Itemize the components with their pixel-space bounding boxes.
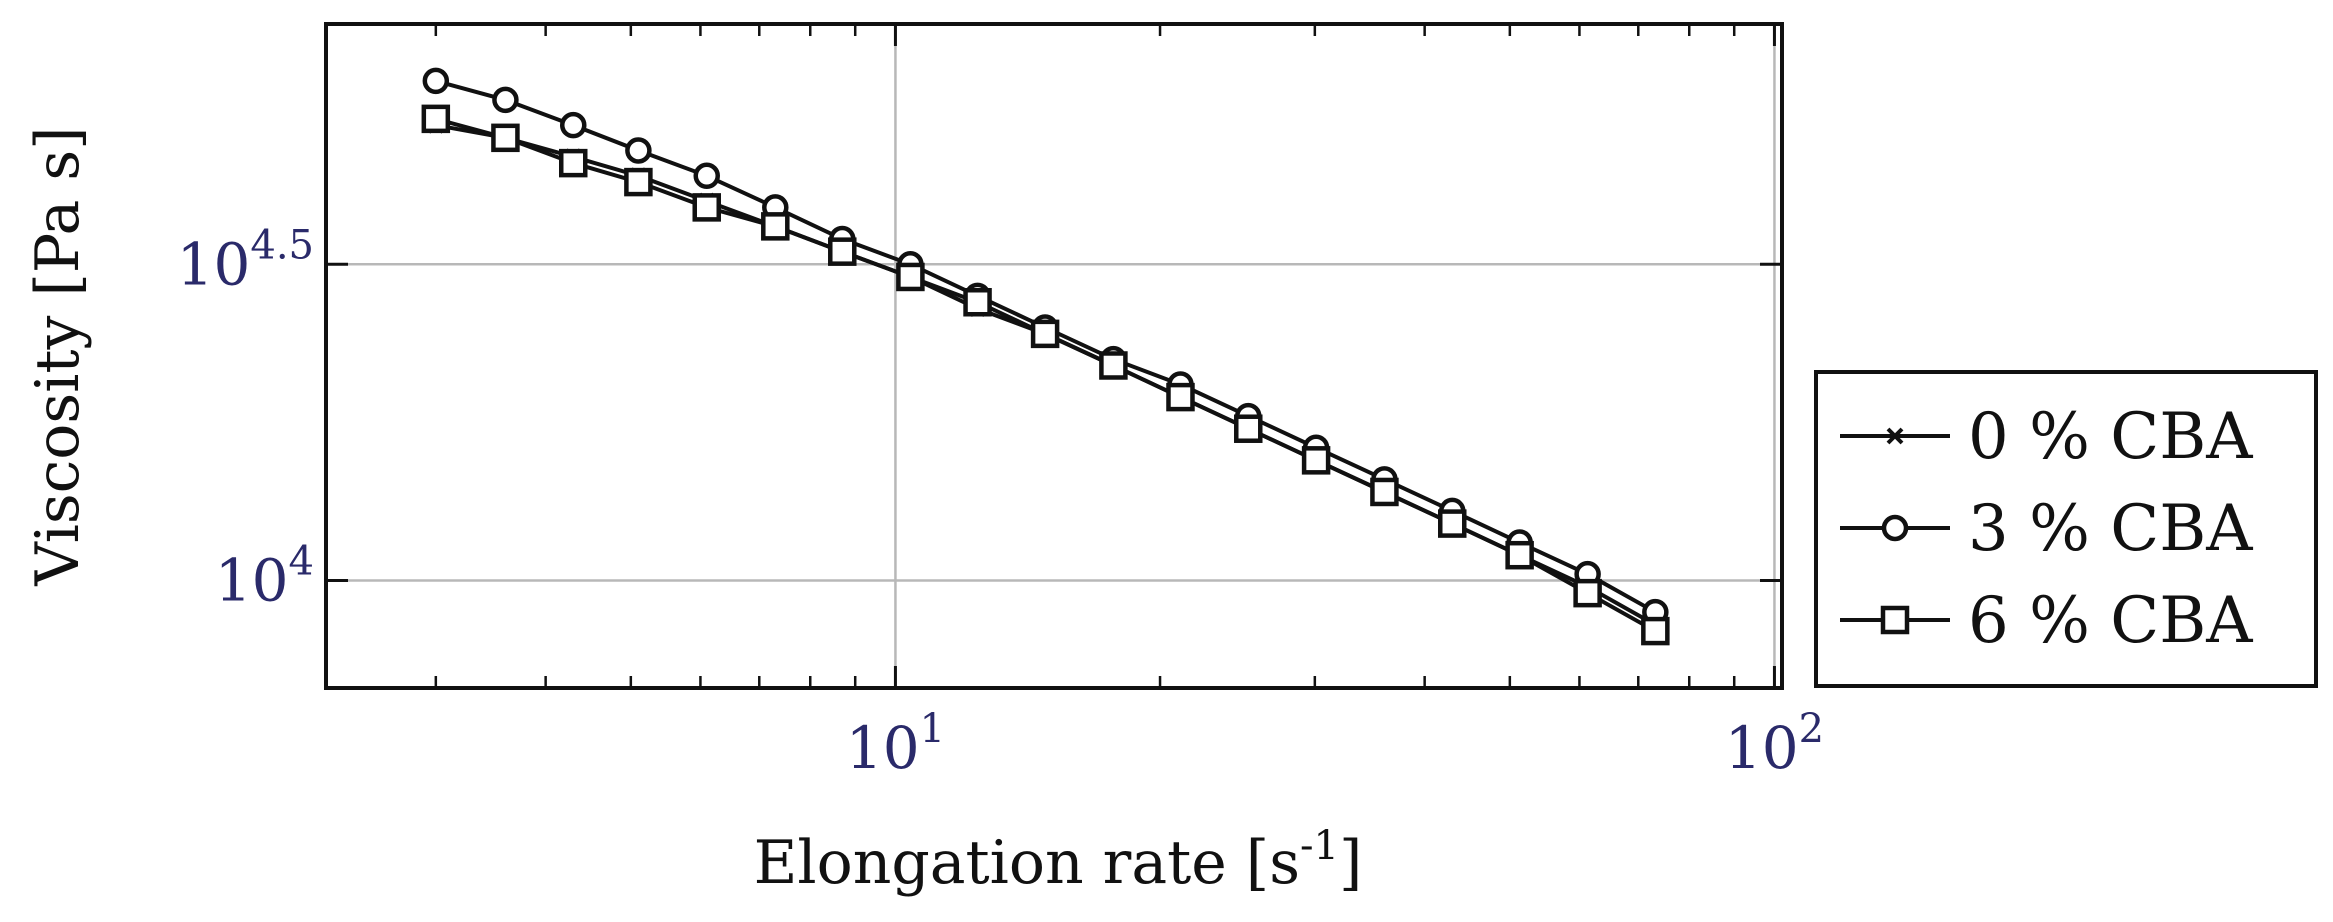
- minor-ticks: [326, 24, 1782, 688]
- series-1-point-1: [492, 86, 519, 114]
- legend-marker-2: [1880, 605, 1910, 635]
- plot-frame: [324, 22, 1784, 690]
- series-2-point-14: [1370, 477, 1399, 507]
- series-2-point-0: [421, 104, 451, 134]
- series-0: [425, 116, 1666, 634]
- series-2-point-7: [896, 262, 925, 292]
- x-tick-label-0: 101: [846, 706, 945, 782]
- series-2-point-13: [1301, 446, 1331, 475]
- series-2-point-11: [1166, 382, 1195, 412]
- series-2-point-6: [828, 237, 857, 266]
- x-axis-label-close: ]: [1339, 828, 1362, 898]
- series-2-point-17: [1573, 578, 1602, 608]
- series-2-point-1: [491, 123, 520, 153]
- series-2-point-4: [692, 193, 721, 222]
- series-2-point-3: [624, 167, 653, 197]
- series-1-point-2: [560, 111, 587, 139]
- x-axis-label: Elongation rate [s-1]: [754, 823, 1363, 898]
- series-1-point-3: [625, 137, 652, 164]
- series-1-point-0: [422, 67, 450, 95]
- series-2: [421, 104, 1670, 646]
- series-1-point-4: [693, 162, 720, 190]
- series-line-0: [435, 123, 1657, 627]
- x-tick-label-1: 102: [1725, 706, 1824, 782]
- y-tick-label-0: 104: [215, 538, 314, 614]
- series-2-point-5: [761, 212, 790, 241]
- y-tick-label-1: 104.5: [177, 222, 314, 298]
- legend-marker-1: [1881, 514, 1909, 542]
- series-2-point-16: [1505, 540, 1534, 570]
- legend-label-0: 0 % CBA: [1968, 400, 2253, 474]
- series-2-point-2: [559, 148, 588, 178]
- legend-entry-1: 3 % CBA: [1840, 492, 2253, 566]
- series-2-point-10: [1099, 351, 1128, 380]
- y-axis-label: Viscosity [Pa s]: [23, 126, 93, 586]
- series-2-point-9: [1030, 319, 1060, 349]
- series-2-point-12: [1234, 414, 1263, 443]
- series-2-point-8: [963, 287, 992, 317]
- series-2-point-18: [1641, 616, 1670, 646]
- legend-label-2: 6 % CBA: [1968, 584, 2253, 658]
- series-line-2: [435, 116, 1657, 633]
- x-axis-label-main: Elongation rate [s: [754, 828, 1300, 898]
- legend-entry-0: 0 % CBA: [1840, 400, 2253, 474]
- data-series: [421, 67, 1670, 646]
- legend-entry-2: 6 % CBA: [1840, 584, 2253, 658]
- legend-marker-0: [1885, 427, 1905, 445]
- tick-labels: 101 102 104 104.5: [177, 222, 1825, 782]
- series-2-point-15: [1438, 509, 1467, 538]
- grid-lines: [326, 24, 1782, 688]
- legend-label-1: 3 % CBA: [1968, 492, 2253, 566]
- legend: 0 % CBA 3 % CBA 6 % CBA: [1814, 370, 2318, 688]
- x-axis-label-exponent: -1: [1300, 823, 1339, 869]
